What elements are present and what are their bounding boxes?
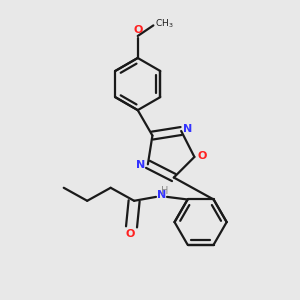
- Text: O: O: [133, 25, 142, 35]
- Text: O: O: [125, 229, 135, 238]
- Text: N: N: [136, 160, 146, 170]
- Text: O: O: [197, 151, 207, 161]
- Text: N: N: [183, 124, 193, 134]
- Text: H: H: [161, 186, 169, 196]
- Text: CH$_3$: CH$_3$: [155, 18, 173, 30]
- Text: N: N: [157, 190, 166, 200]
